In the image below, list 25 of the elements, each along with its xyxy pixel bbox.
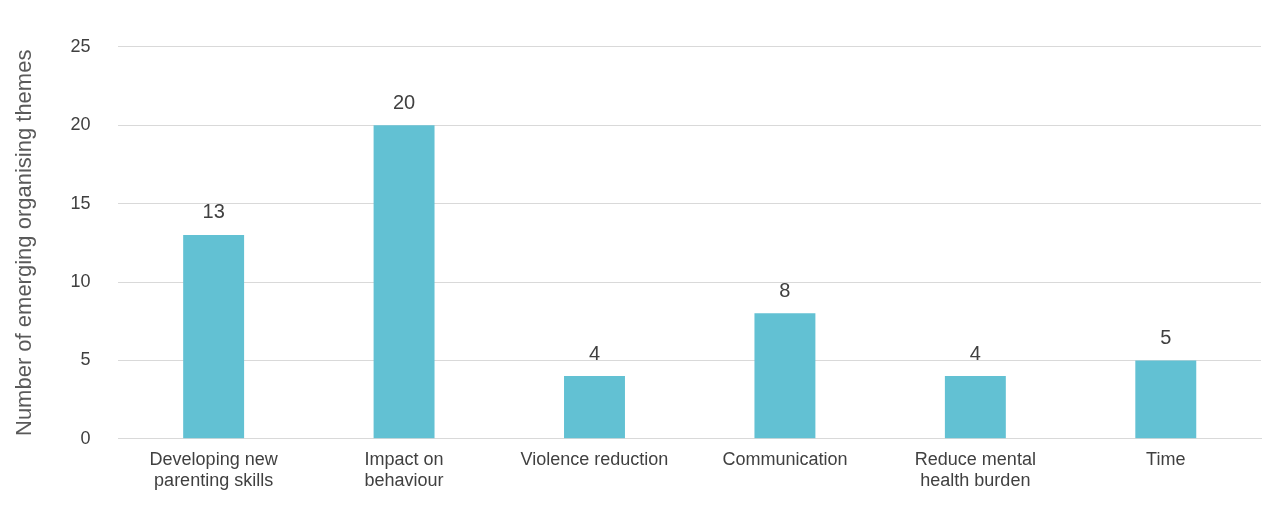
data-label: 20	[392, 90, 416, 113]
data-label: 8	[779, 278, 791, 301]
x-tick-label: Time	[1146, 448, 1186, 469]
bar	[183, 234, 245, 439]
x-tick-label: Communication	[722, 448, 848, 469]
y-tick-label: 20	[70, 114, 91, 135]
data-label: 4	[969, 341, 981, 364]
y-tick-label: 5	[80, 349, 91, 370]
y-tick-label: 25	[70, 35, 91, 56]
x-tick-label: Reduce mental health burden	[914, 448, 1036, 491]
bar	[1135, 360, 1197, 439]
bar	[944, 376, 1006, 439]
x-tick-label: Violence reduction	[520, 448, 669, 469]
x-tick-label: Developing new parenting skills	[149, 448, 279, 491]
data-label: 4	[588, 341, 601, 364]
y-axis-title: Number of emerging organising themes	[11, 49, 37, 437]
bar	[373, 125, 435, 439]
bar	[754, 313, 816, 439]
y-tick-label: 0	[80, 427, 91, 448]
y-tick-label: 10	[70, 270, 91, 291]
x-tick-label: Impact on behaviour	[364, 448, 444, 491]
data-label: 13	[202, 200, 225, 223]
y-tick-label: 15	[70, 192, 91, 213]
bar	[564, 376, 625, 439]
data-label: 5	[1160, 325, 1172, 348]
